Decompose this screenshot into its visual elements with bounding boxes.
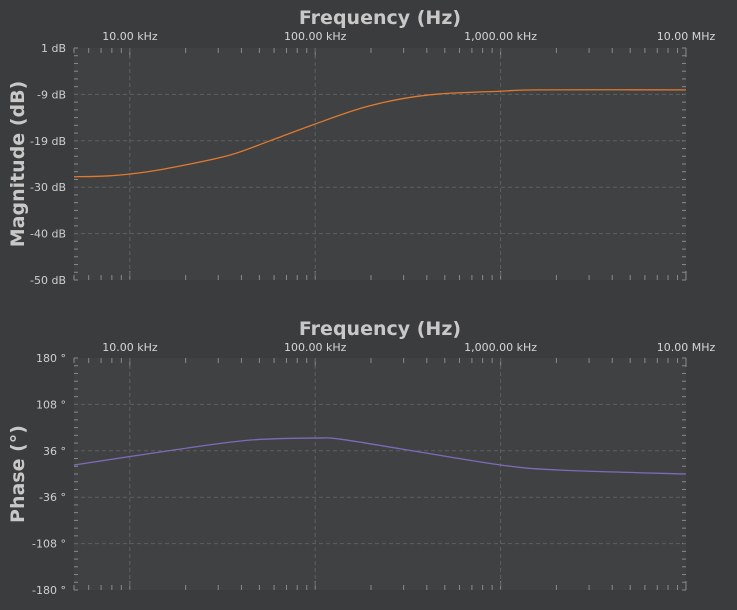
- y-tick-label: -40 dB: [30, 228, 66, 241]
- y-tick-label: -30 dB: [30, 181, 66, 194]
- x-tick-label: 100.00 kHz: [284, 341, 347, 354]
- y-tick-label: -50 dB: [30, 274, 66, 287]
- y-axis-title: Magnitude (dB): [7, 81, 29, 248]
- y-axis-title: Phase (°): [7, 425, 29, 523]
- plot-area: [74, 48, 686, 280]
- phase-series-line: [73, 437, 687, 475]
- x-tick-label: 1,000.00 kHz: [464, 30, 537, 43]
- y-tick-label: 108 °: [36, 398, 66, 411]
- x-tick-label: 100.00 kHz: [284, 30, 347, 43]
- y-tick-label: -36 °: [39, 491, 66, 504]
- y-tick-label: -9 dB: [37, 88, 66, 101]
- x-tick-label: 10.00 kHz: [102, 30, 158, 43]
- y-tick-label: 1 dB: [41, 42, 66, 55]
- x-tick-label: 1,000.00 kHz: [464, 341, 537, 354]
- magnitude-chart: 1 dB -9 dB -19 dB -30 dB -40 dB -50 dB 10.00 k…: [7, 7, 715, 287]
- x-tick-label: 10.00 MHz: [657, 341, 716, 354]
- x-axis-title: Frequency (Hz): [299, 7, 461, 29]
- plot-area: [74, 358, 686, 590]
- x-tick-label: 10.00 MHz: [657, 30, 716, 43]
- y-tick-label: -19 dB: [30, 135, 66, 148]
- y-tick-label: 180 °: [36, 352, 66, 365]
- x-axis-title: Frequency (Hz): [299, 318, 461, 340]
- y-tick-label: 36 °: [43, 445, 66, 458]
- phase-chart: 180 ° 108 ° 36 ° -36 ° -108 ° -180 ° 10.00 kHz…: [7, 318, 715, 597]
- y-tick-label: -108 °: [32, 538, 66, 551]
- magnitude-series-line: [73, 89, 687, 178]
- y-tick-label: -180 °: [32, 584, 66, 597]
- x-tick-label: 10.00 kHz: [102, 341, 158, 354]
